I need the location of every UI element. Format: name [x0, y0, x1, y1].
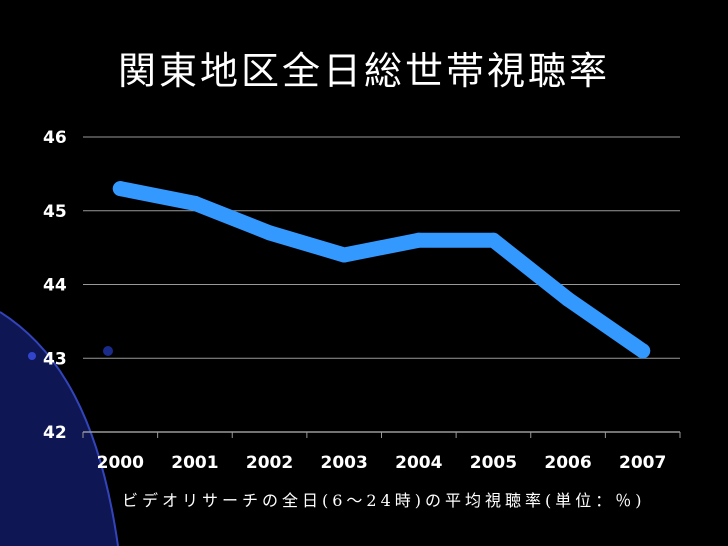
y-axis-ticks: 42 43 44 45 46 — [43, 128, 67, 443]
slide-title: 関東地区全日総世帯視聴率 — [117, 49, 610, 93]
x-axis-ticks: 2000 2001 2002 2003 2004 2005 2006 2007 — [82, 432, 681, 473]
data-point — [560, 291, 576, 307]
y-tick-label: 44 — [43, 276, 67, 296]
y-tick-label: 46 — [43, 128, 67, 148]
data-point — [187, 195, 203, 211]
gridlines — [83, 136, 680, 433]
data-point — [485, 232, 501, 248]
swoosh-edge — [0, 311, 119, 546]
series-layer — [112, 181, 651, 359]
x-tick-label: 2004 — [395, 453, 442, 473]
y-tick-label: 45 — [43, 202, 67, 222]
x-tick-label: 2002 — [246, 453, 293, 473]
x-tick-label: 2000 — [97, 453, 144, 473]
y-tick-label: 43 — [43, 349, 67, 369]
x-tick-label: 2005 — [470, 453, 517, 473]
data-point — [262, 225, 278, 241]
x-tick-label: 2007 — [619, 453, 666, 473]
series-line — [112, 181, 651, 359]
x-tick-label: 2006 — [544, 453, 591, 473]
x-tick-label: 2001 — [171, 453, 218, 473]
x-tick-label: 2003 — [321, 453, 368, 473]
decor-dot — [28, 352, 36, 360]
data-point — [635, 343, 651, 359]
swoosh-shape — [0, 312, 118, 546]
chart-caption: ビデオリサーチの全日(6～24時)の平均視聴率(単位：％) — [122, 491, 646, 510]
decorative-swoosh — [0, 311, 119, 546]
y-tick-label: 42 — [43, 423, 67, 443]
data-point — [411, 232, 427, 248]
decor-dot — [103, 346, 113, 356]
data-point — [112, 181, 128, 197]
data-point — [336, 247, 352, 263]
